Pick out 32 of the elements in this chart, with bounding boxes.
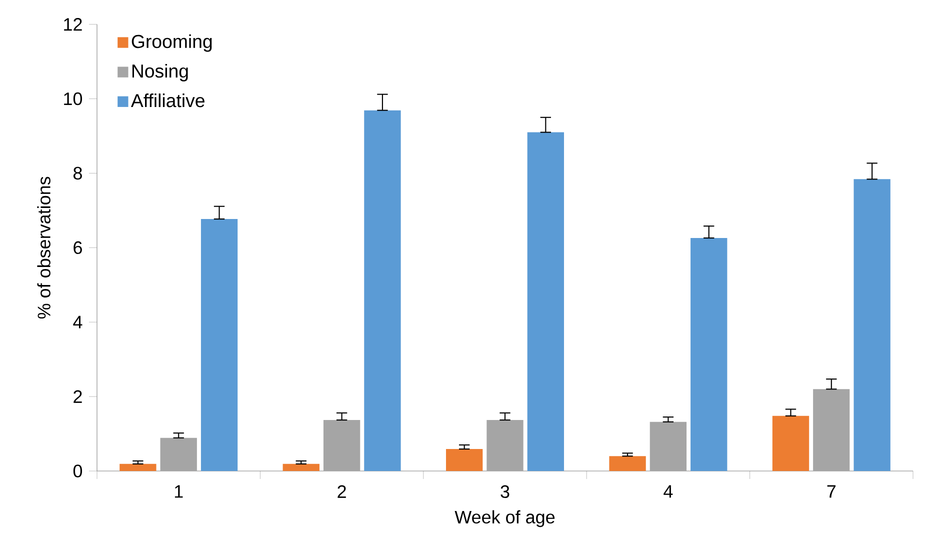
y-tick-label: 4 — [73, 316, 82, 328]
x-tick-label: 4 — [664, 485, 673, 498]
y-axis-title: % of observations — [37, 176, 50, 319]
bar — [527, 132, 564, 471]
x-tick-label: 3 — [500, 485, 510, 498]
x-axis-title: Week of age — [454, 510, 555, 528]
y-tick-label: 6 — [74, 241, 82, 254]
bar — [772, 416, 810, 471]
legend-label: Grooming — [132, 34, 212, 52]
bar — [690, 238, 728, 471]
bar — [120, 464, 156, 471]
legend-label: Nosing — [132, 64, 188, 82]
y-tick-label: 8 — [74, 166, 82, 180]
bar — [486, 420, 524, 471]
bar — [650, 422, 687, 471]
y-tick-label: 0 — [73, 464, 82, 478]
bar — [200, 219, 238, 471]
bar — [282, 464, 320, 471]
bar — [364, 110, 401, 471]
y-tick-label: 2 — [74, 390, 82, 403]
bar — [813, 389, 850, 471]
bar — [160, 438, 197, 471]
x-tick-label: 7 — [827, 485, 836, 498]
x-tick-label: 2 — [338, 485, 346, 498]
bar — [323, 420, 360, 471]
x-tick-label: 1 — [174, 485, 183, 498]
legend-label: Affiliative — [130, 94, 204, 108]
y-tick-label: 10 — [64, 92, 82, 106]
bar — [446, 449, 483, 471]
bar — [609, 456, 646, 471]
bar — [854, 179, 890, 471]
y-tick-label: 12 — [64, 18, 82, 31]
